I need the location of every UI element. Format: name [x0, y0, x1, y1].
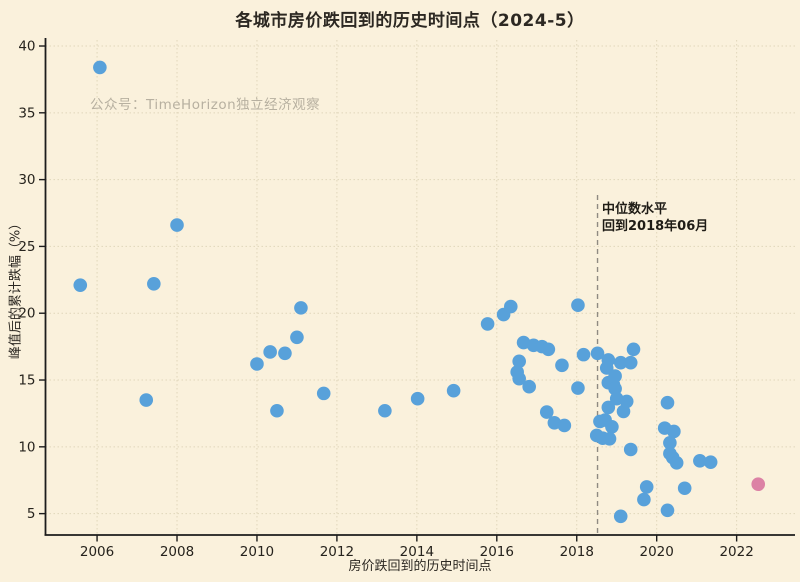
data-point	[73, 278, 88, 292]
data-point	[522, 379, 536, 394]
data-point	[660, 503, 675, 518]
data-point	[613, 355, 628, 370]
y-tick-label: 30	[18, 172, 35, 188]
data-point	[613, 509, 628, 524]
x-tick-label: 2012	[320, 544, 354, 560]
data-point	[316, 386, 331, 401]
watermark: 公众号：TimeHorizon独立经济观察	[90, 97, 321, 113]
data-point	[637, 492, 651, 507]
x-axis-label: 房价跌回到的历史时间点	[348, 559, 492, 574]
data-point	[557, 418, 572, 433]
data-point	[480, 317, 495, 331]
y-tick-label: 35	[18, 105, 35, 121]
data-point	[539, 405, 554, 419]
data-point	[677, 481, 692, 496]
data-point	[623, 442, 638, 457]
data-point	[693, 454, 707, 468]
data-point	[294, 301, 308, 315]
x-tick-label: 2016	[480, 544, 514, 560]
x-tick-label: 2022	[719, 544, 753, 560]
data-point	[602, 432, 617, 446]
data-point	[139, 393, 154, 407]
data-point	[378, 403, 392, 418]
x-tick-label: 2010	[240, 544, 274, 560]
data-point	[626, 342, 641, 357]
x-tick-label: 2008	[160, 544, 194, 560]
data-point	[608, 381, 622, 396]
y-tick-label: 40	[18, 39, 35, 55]
y-tick-label: 10	[18, 439, 35, 455]
data-point	[270, 403, 284, 418]
data-point	[503, 299, 518, 314]
data-point	[170, 218, 184, 232]
highlight-data-point	[751, 477, 766, 492]
data-point	[703, 455, 718, 469]
data-point	[147, 277, 161, 291]
y-tick-label: 25	[18, 239, 35, 255]
data-point	[590, 346, 605, 361]
data-point	[601, 353, 616, 367]
data-point	[278, 346, 292, 361]
data-point	[669, 456, 684, 470]
y-tick-label: 20	[18, 306, 35, 322]
x-tick-label: 2014	[400, 544, 434, 560]
data-point	[608, 369, 622, 383]
data-point	[571, 381, 585, 395]
data-point	[660, 395, 675, 410]
median-annotation-line1: 中位数水平	[602, 202, 668, 217]
data-point	[512, 354, 526, 369]
data-point	[446, 383, 461, 398]
median-annotation-line2: 回到2018年06月	[602, 219, 709, 234]
data-point	[623, 355, 638, 370]
data-point	[250, 357, 264, 371]
x-tick-label: 2018	[560, 544, 594, 560]
data-point	[555, 358, 569, 373]
y-tick-label: 5	[27, 506, 36, 522]
data-point	[601, 400, 616, 415]
data-point	[263, 345, 277, 359]
data-point	[571, 298, 585, 313]
data-point	[663, 436, 677, 450]
x-tick-label: 2006	[80, 544, 114, 560]
chart-title: 各城市房价跌回到的历史时间点（2024-5）	[235, 11, 585, 31]
data-point	[93, 60, 107, 75]
data-point	[619, 394, 634, 409]
data-point	[541, 342, 556, 357]
y-axis-label: 峰值后的累计跌幅（%）	[8, 216, 24, 360]
data-point	[667, 424, 681, 439]
data-point	[576, 347, 591, 362]
y-tick-label: 15	[18, 373, 35, 389]
data-point	[410, 391, 425, 406]
median-annotation: 中位数水平 回到2018年06月	[602, 201, 708, 235]
x-tick-label: 2020	[640, 544, 674, 560]
data-point	[639, 480, 654, 494]
data-point	[512, 371, 526, 386]
data-point	[290, 330, 304, 345]
data-point	[605, 419, 619, 434]
